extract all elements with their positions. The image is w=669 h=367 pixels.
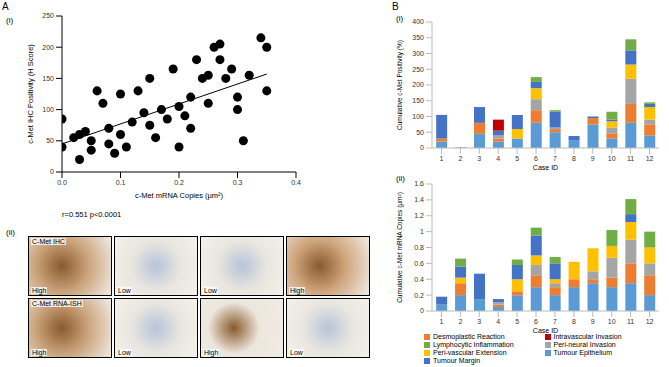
svg-text:0.6: 0.6 <box>414 260 424 267</box>
svg-text:6: 6 <box>534 155 538 162</box>
svg-text:7: 7 <box>553 318 557 325</box>
svg-text:3: 3 <box>477 318 481 325</box>
svg-text:400: 400 <box>412 18 424 25</box>
svg-text:0.2: 0.2 <box>414 292 424 299</box>
html-text:High: High <box>32 287 47 294</box>
svg-text:5: 5 <box>515 155 519 162</box>
svg-text:Cumulative c-Met Positivity (%: Cumulative c-Met Positivity (%) <box>396 40 404 130</box>
svg-text:10: 10 <box>608 318 616 325</box>
svg-text:4: 4 <box>496 155 500 162</box>
html-text:Desmoplastic Reaction: Desmoplastic Reaction <box>433 333 505 340</box>
svg-text:Case ID: Case ID <box>533 164 558 171</box>
svg-text:1: 1 <box>440 155 444 162</box>
svg-text:0.2: 0.2 <box>174 179 184 186</box>
svg-text:2: 2 <box>458 155 462 162</box>
svg-text:100: 100 <box>412 113 424 120</box>
html-text:High: High <box>290 287 305 294</box>
html-text:r=0.551 p<0.0001: r=0.551 p<0.0001 <box>62 210 122 219</box>
html-text:(ii): (ii) <box>396 174 405 183</box>
html-text:Low: Low <box>290 349 303 356</box>
svg-text:8: 8 <box>572 318 576 325</box>
svg-text:c-Met IHC Positivity (H Score): c-Met IHC Positivity (H Score) <box>26 44 35 144</box>
html-text:High: High <box>204 349 219 356</box>
svg-text:1.6: 1.6 <box>414 180 424 187</box>
svg-text:12: 12 <box>646 318 654 325</box>
svg-text:200: 200 <box>412 81 424 88</box>
svg-text:9: 9 <box>591 318 595 325</box>
svg-text:10: 10 <box>608 155 616 162</box>
svg-text:200: 200 <box>42 44 54 51</box>
html-text:Low: Low <box>118 349 131 356</box>
svg-text:50: 50 <box>46 137 54 144</box>
svg-text:150: 150 <box>412 97 424 104</box>
svg-text:0.4: 0.4 <box>291 179 301 186</box>
svg-text:150: 150 <box>42 75 54 82</box>
svg-text:4: 4 <box>496 318 500 325</box>
html-text:(ii): (ii) <box>6 228 15 237</box>
svg-text:100: 100 <box>42 106 54 113</box>
svg-text:1: 1 <box>440 318 444 325</box>
svg-text:300: 300 <box>412 50 424 57</box>
html-text:Tumour Margin: Tumour Margin <box>433 357 481 364</box>
svg-text:Case ID: Case ID <box>533 327 558 334</box>
svg-text:11: 11 <box>627 155 634 162</box>
svg-text:5: 5 <box>515 318 519 325</box>
html-text:A: A <box>2 1 9 12</box>
svg-text:9: 9 <box>591 155 595 162</box>
svg-text:1.2: 1.2 <box>414 212 424 219</box>
html-text:Peri-vascular Extension: Peri-vascular Extension <box>433 349 507 356</box>
svg-text:2: 2 <box>458 318 462 325</box>
html-text:High: High <box>32 349 47 356</box>
svg-text:250: 250 <box>42 12 54 19</box>
svg-text:0.8: 0.8 <box>414 244 424 251</box>
html-text:Low: Low <box>204 287 217 294</box>
html-text:Tumour Epithelium: Tumour Epithelium <box>553 349 612 356</box>
svg-text:c-Met mRNA Copies (μm²): c-Met mRNA Copies (μm²) <box>135 191 224 200</box>
html-text:C-Met RNA-ISH: C-Met RNA-ISH <box>32 300 82 307</box>
svg-text:6: 6 <box>534 318 538 325</box>
svg-text:3: 3 <box>477 155 481 162</box>
svg-text:50: 50 <box>416 129 424 136</box>
html-text:Peri-neural Invasion: Peri-neural Invasion <box>553 341 616 348</box>
html-text:(i): (i) <box>6 16 14 25</box>
svg-text:250: 250 <box>412 66 424 73</box>
svg-text:1.4: 1.4 <box>414 196 424 203</box>
svg-text:0.1: 0.1 <box>116 179 126 186</box>
svg-text:1: 1 <box>420 228 424 235</box>
svg-text:Cumulative c-Met mRNA Copies (: Cumulative c-Met mRNA Copies (μm²) <box>396 192 404 303</box>
svg-text:350: 350 <box>412 34 424 41</box>
html-text:C-Met IHC: C-Met IHC <box>32 238 66 245</box>
svg-text:0: 0 <box>420 307 424 314</box>
svg-text:0: 0 <box>420 144 424 151</box>
svg-text:7: 7 <box>553 155 557 162</box>
svg-text:0.3: 0.3 <box>233 179 243 186</box>
svg-text:8: 8 <box>572 155 576 162</box>
svg-text:11: 11 <box>627 318 634 325</box>
html-text:(i): (i) <box>396 14 404 23</box>
svg-text:0.4: 0.4 <box>414 276 424 283</box>
html-text:Intravascular Invasion: Intravascular Invasion <box>553 333 622 340</box>
svg-text:0: 0 <box>50 168 54 175</box>
html-text:Lymphocytic Inflammation: Lymphocytic Inflammation <box>433 341 514 348</box>
svg-text:12: 12 <box>646 155 654 162</box>
html-text:B: B <box>392 1 399 12</box>
svg-text:0.0: 0.0 <box>57 179 67 186</box>
html-text:Low: Low <box>118 287 131 294</box>
